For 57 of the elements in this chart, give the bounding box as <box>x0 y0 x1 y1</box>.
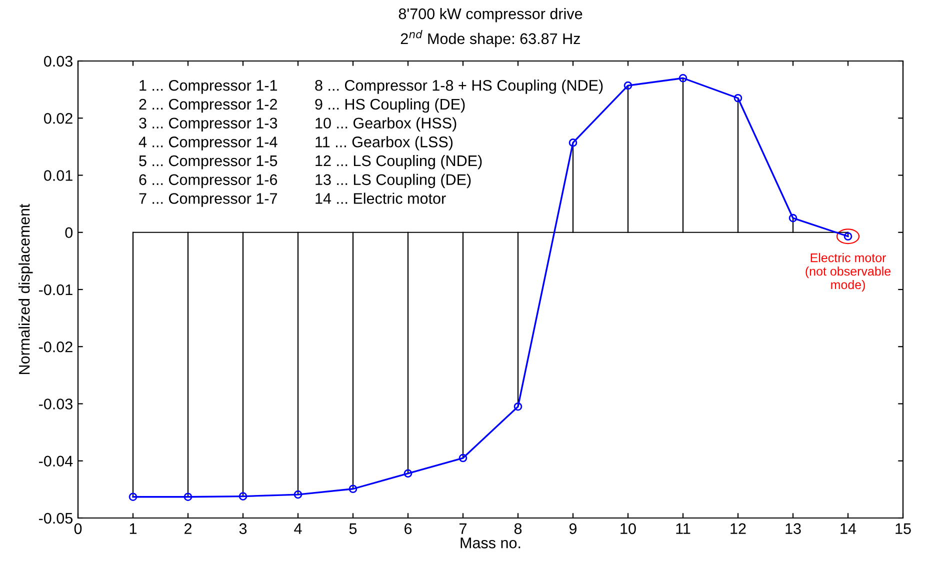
annotation: 7 ... Compressor 1-7 <box>139 193 277 207</box>
x-tick-label: 0 <box>74 523 82 534</box>
y-tick-label: 0.03 <box>44 56 72 67</box>
annotation: 14 ... Electric motor <box>316 192 446 204</box>
point <box>404 469 412 478</box>
x-tick-label: 10 <box>620 523 636 534</box>
annotation: Electric motor (not observable mode) <box>806 253 891 292</box>
y-tick-label: 0 <box>65 227 73 238</box>
point <box>128 492 138 502</box>
x-tick-label: 1 <box>130 523 137 534</box>
point <box>238 492 248 500</box>
annotation: 2 ... Compressor 1-2 <box>139 98 277 113</box>
y-tick-label: 0.01 <box>44 170 72 181</box>
annotation: 12 ... LS Coupling (NDE) <box>316 154 482 170</box>
point <box>514 402 522 411</box>
annotation: 9 ... HS Coupling (DE) <box>315 98 465 113</box>
x-tick-label: 7 <box>460 523 466 534</box>
x-tick-label: 12 <box>730 523 746 534</box>
annotation: 6 ... Compressor 1-6 <box>139 174 278 188</box>
x-tick-label: 5 <box>349 523 357 534</box>
chart-title: 8'700 kW compressor drive <box>398 8 582 22</box>
annotation: 4 ... Compressor 1-4 <box>138 136 278 150</box>
y-tick-label: -0.05 <box>39 512 72 524</box>
point <box>458 454 468 462</box>
y-tick-label: -0.03 <box>39 398 72 410</box>
x-tick-label: 15 <box>896 523 911 534</box>
x-tick-label: 6 <box>404 523 412 534</box>
annotation: 11 ... Gearbox (LSS) <box>316 136 453 150</box>
point <box>788 214 798 222</box>
x-tick-label: 11 <box>676 523 690 534</box>
annotation: 5 ... Compressor 1-5 <box>139 155 278 170</box>
x-tick-label: 2 <box>184 523 192 534</box>
point <box>294 490 302 499</box>
point <box>734 94 742 102</box>
x-tick-label: 9 <box>569 523 577 534</box>
annotation: 8 ... Compressor 1-8 + HS Coupling (NDE) <box>315 80 603 94</box>
annotation: 3 ... Compressor 1-3 <box>139 118 278 132</box>
y-tick-label: 0.02 <box>44 112 72 124</box>
point <box>184 492 192 502</box>
chart-subtitle: 2$^{nd}$ Mode shape: 63.87 Hz <box>400 30 580 48</box>
point <box>568 138 578 147</box>
annotation: 13 ... LS Coupling (DE) <box>316 174 471 188</box>
y-tick-label: -0.04 <box>39 456 73 467</box>
point <box>348 484 358 494</box>
y-axis-title: Normalized displacement <box>18 204 33 374</box>
x-tick-label: 14 <box>840 523 856 534</box>
y-tick-label: -0.01 <box>39 284 72 296</box>
point <box>624 81 632 90</box>
x-axis-title: Mass no. <box>460 538 520 548</box>
annotation: 10 ... Gearbox (HSS) <box>316 117 456 132</box>
x-tick-label: 4 <box>294 523 302 534</box>
point <box>678 74 688 82</box>
y-tick-label: -0.02 <box>39 341 72 352</box>
annotation: 1 ... Compressor 1-1 <box>140 80 277 94</box>
x-tick-label: 13 <box>786 523 801 534</box>
x-tick-label: 8 <box>514 523 522 534</box>
x-tick-label: 3 <box>239 523 247 534</box>
